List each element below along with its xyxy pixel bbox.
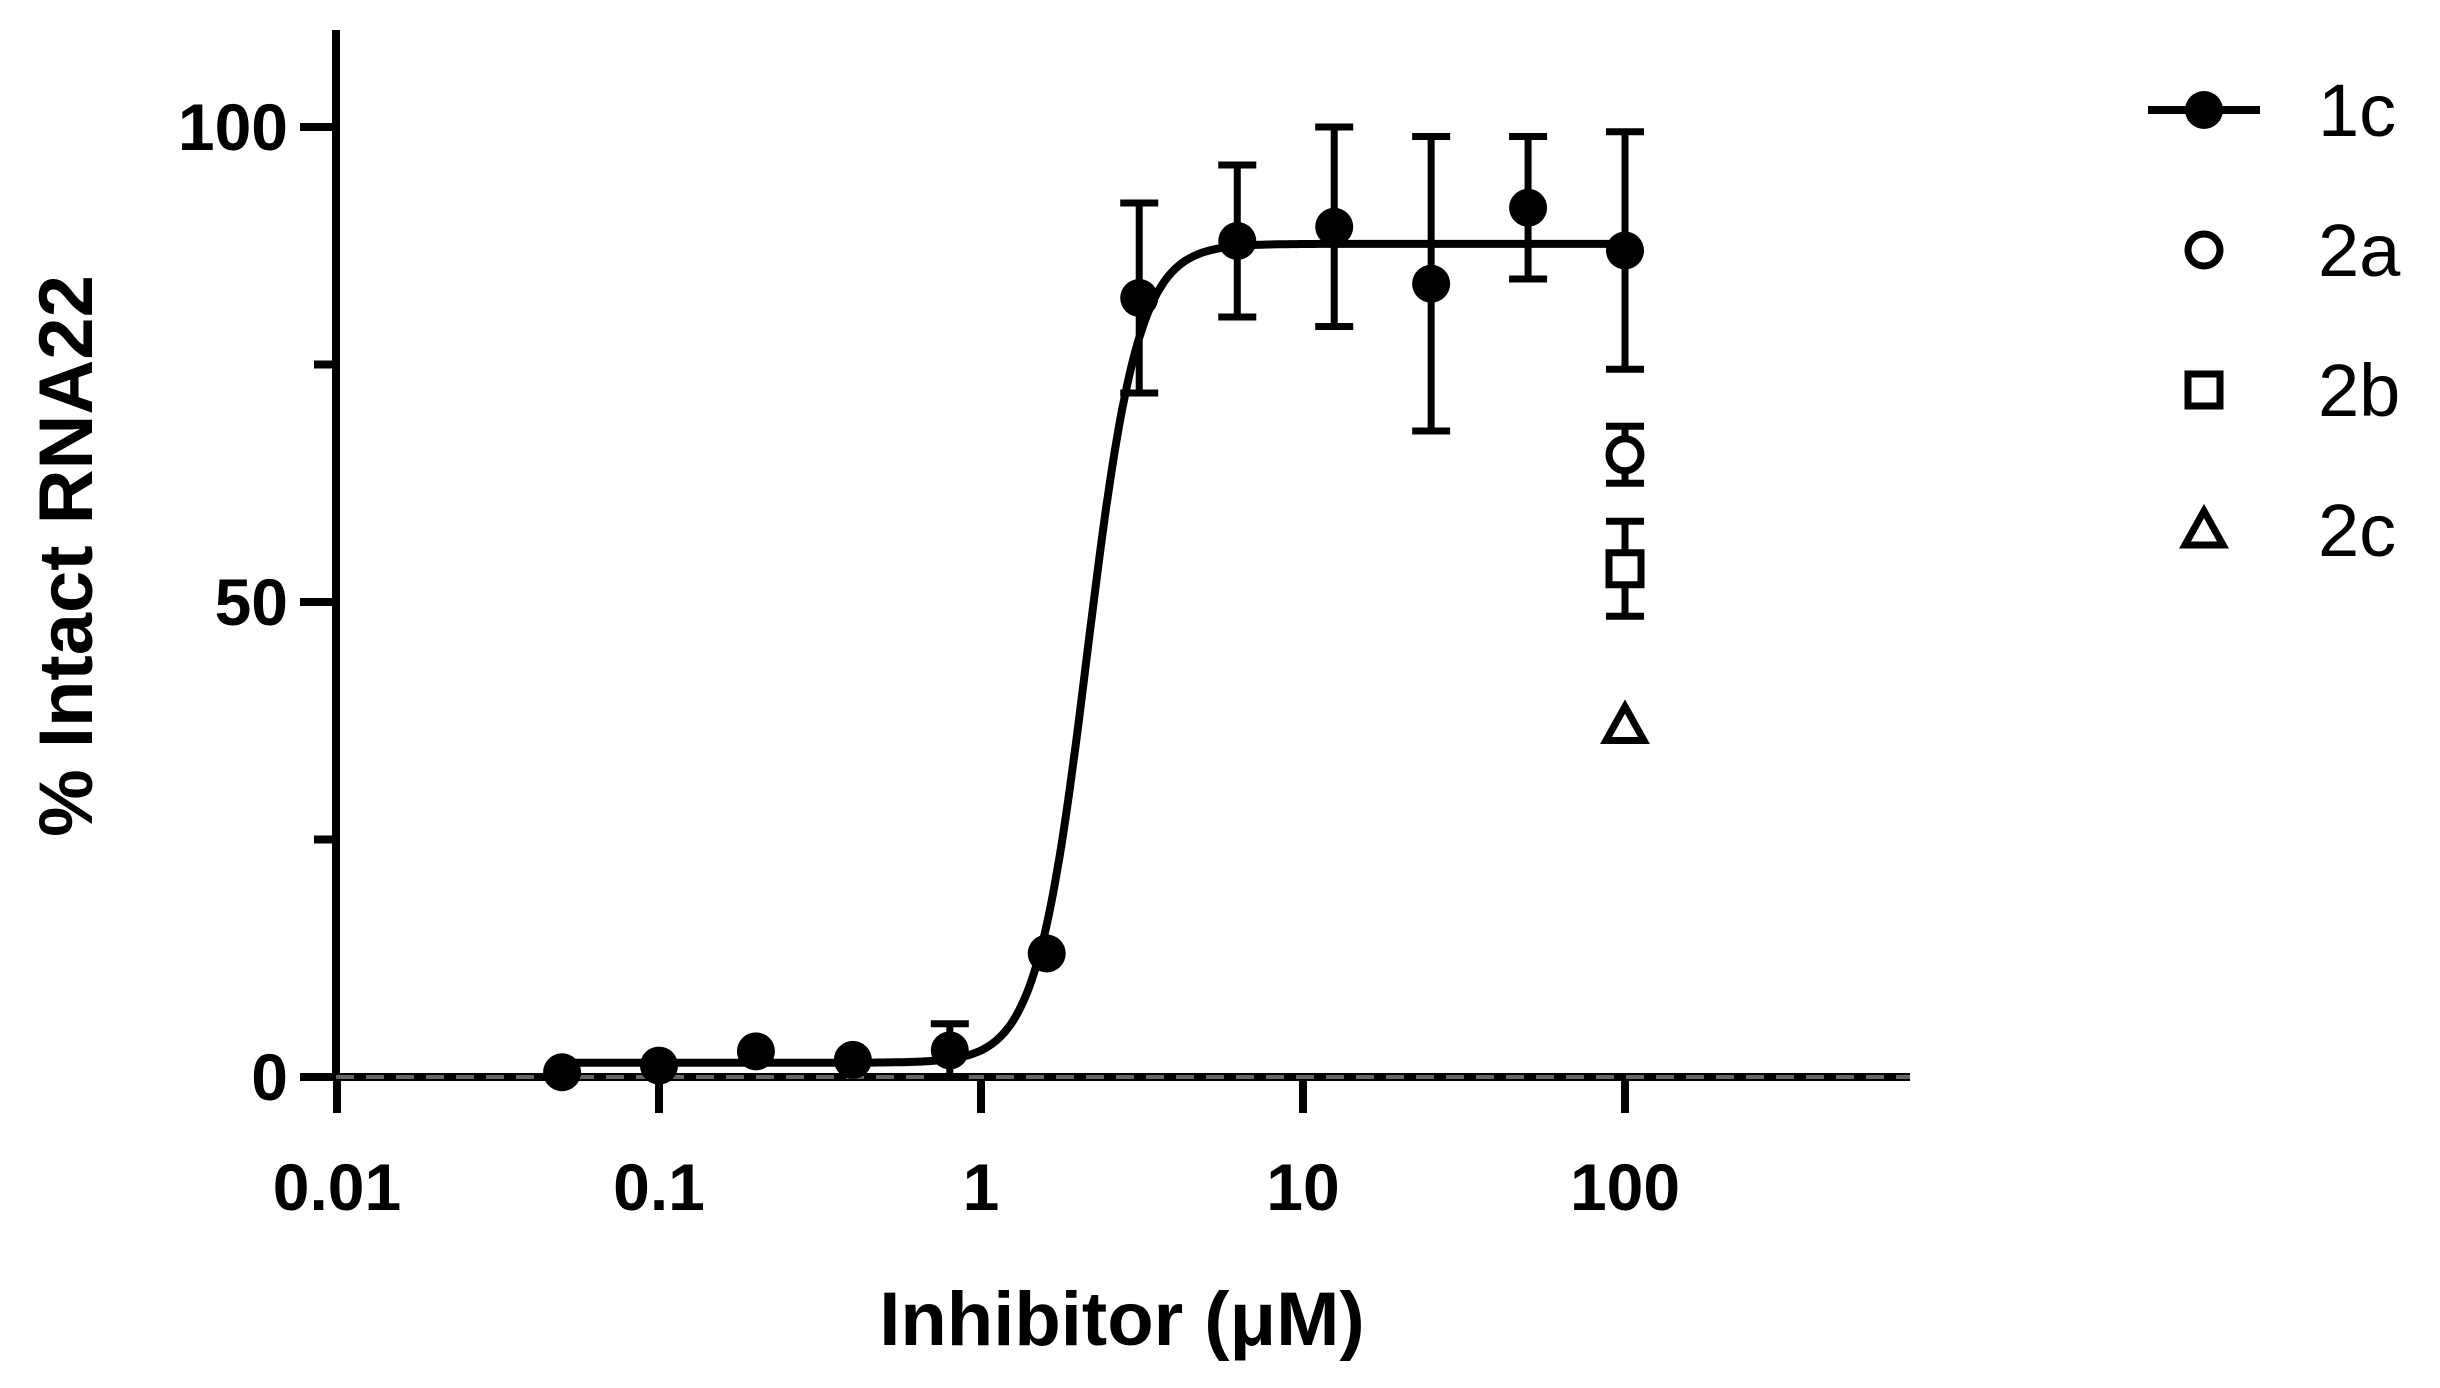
point-2c bbox=[1600, 699, 1650, 744]
point-1c bbox=[1218, 222, 1257, 260]
x-tick-label: 100 bbox=[1570, 1150, 1680, 1224]
point-1c bbox=[1120, 279, 1159, 317]
point-1c bbox=[640, 1046, 678, 1085]
point-1c bbox=[543, 1053, 582, 1092]
legend-label-2c: 2c bbox=[2318, 489, 2396, 572]
x-tick-label: 0.1 bbox=[613, 1150, 705, 1224]
axes: 0.01 0.1 1 10 100 0 50 100 bbox=[178, 30, 1910, 1224]
fit-curve bbox=[562, 239, 1625, 1067]
legend-marker-2c bbox=[2179, 503, 2229, 549]
error-bars bbox=[930, 123, 1644, 1081]
fit-curve-path bbox=[562, 239, 1625, 1067]
legend-label-2a: 2a bbox=[2318, 209, 2401, 292]
point-1c bbox=[1027, 934, 1066, 973]
point-1c bbox=[736, 1032, 775, 1071]
legend-marker-2b bbox=[2184, 370, 2224, 410]
legend-marker-2a bbox=[2184, 230, 2224, 270]
data-points bbox=[543, 188, 1650, 1092]
legend-label-2b: 2b bbox=[2318, 349, 2400, 432]
point-1c bbox=[930, 1031, 969, 1070]
y-axis-title: % Intact RNA22 bbox=[24, 275, 109, 837]
y-tick-label: 0 bbox=[251, 1040, 288, 1114]
point-1c bbox=[1509, 188, 1548, 227]
point-1c bbox=[1412, 264, 1451, 303]
x-tick-label: 10 bbox=[1266, 1150, 1339, 1224]
x-tick-label: 1 bbox=[963, 1150, 1000, 1224]
x-axis-title: Inhibitor (μM) bbox=[879, 1277, 1364, 1362]
point-1c bbox=[833, 1040, 872, 1079]
point-2a bbox=[1605, 435, 1645, 475]
legend: 1c 2a 2b 2c bbox=[2148, 69, 2401, 572]
legend-label-1c: 1c bbox=[2318, 69, 2396, 152]
legend-marker-1c bbox=[2185, 91, 2223, 129]
x-tick-label: 0.01 bbox=[273, 1150, 401, 1224]
y-tick-label: 100 bbox=[178, 90, 288, 164]
y-tick-label: 50 bbox=[215, 565, 288, 639]
point-1c bbox=[1606, 231, 1644, 270]
point-1c bbox=[1315, 207, 1354, 246]
point-2b bbox=[1605, 549, 1645, 589]
